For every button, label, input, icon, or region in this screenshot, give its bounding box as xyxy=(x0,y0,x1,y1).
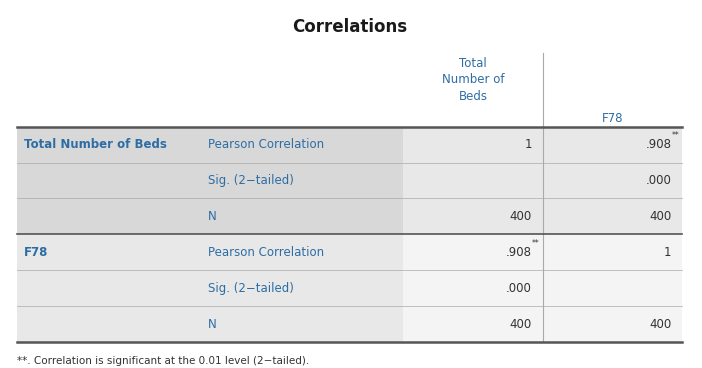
Text: **: ** xyxy=(532,239,540,248)
Text: Correlations: Correlations xyxy=(292,18,407,36)
Text: 400: 400 xyxy=(649,210,671,223)
Text: **: ** xyxy=(671,131,679,140)
Text: 400: 400 xyxy=(510,318,532,331)
Text: .908: .908 xyxy=(506,246,532,259)
Text: 1: 1 xyxy=(664,246,671,259)
Text: **. Correlation is significant at the 0.01 level (2−tailed).: **. Correlation is significant at the 0.… xyxy=(17,356,309,366)
Text: F78: F78 xyxy=(24,246,48,259)
Text: Total
Number of
Beds: Total Number of Beds xyxy=(442,57,504,103)
Text: F78: F78 xyxy=(602,112,623,125)
Text: 1: 1 xyxy=(524,138,532,151)
Text: Sig. (2−tailed): Sig. (2−tailed) xyxy=(208,282,294,295)
Text: .000: .000 xyxy=(646,174,671,187)
Text: Sig. (2−tailed): Sig. (2−tailed) xyxy=(208,174,294,187)
Text: 400: 400 xyxy=(510,210,532,223)
Text: Pearson Correlation: Pearson Correlation xyxy=(208,246,324,259)
Text: 400: 400 xyxy=(649,318,671,331)
Text: N: N xyxy=(208,210,217,223)
Text: .908: .908 xyxy=(645,138,671,151)
Text: Total Number of Beds: Total Number of Beds xyxy=(24,138,166,151)
Text: N: N xyxy=(208,318,217,331)
Text: .000: .000 xyxy=(506,282,532,295)
Text: Pearson Correlation: Pearson Correlation xyxy=(208,138,324,151)
